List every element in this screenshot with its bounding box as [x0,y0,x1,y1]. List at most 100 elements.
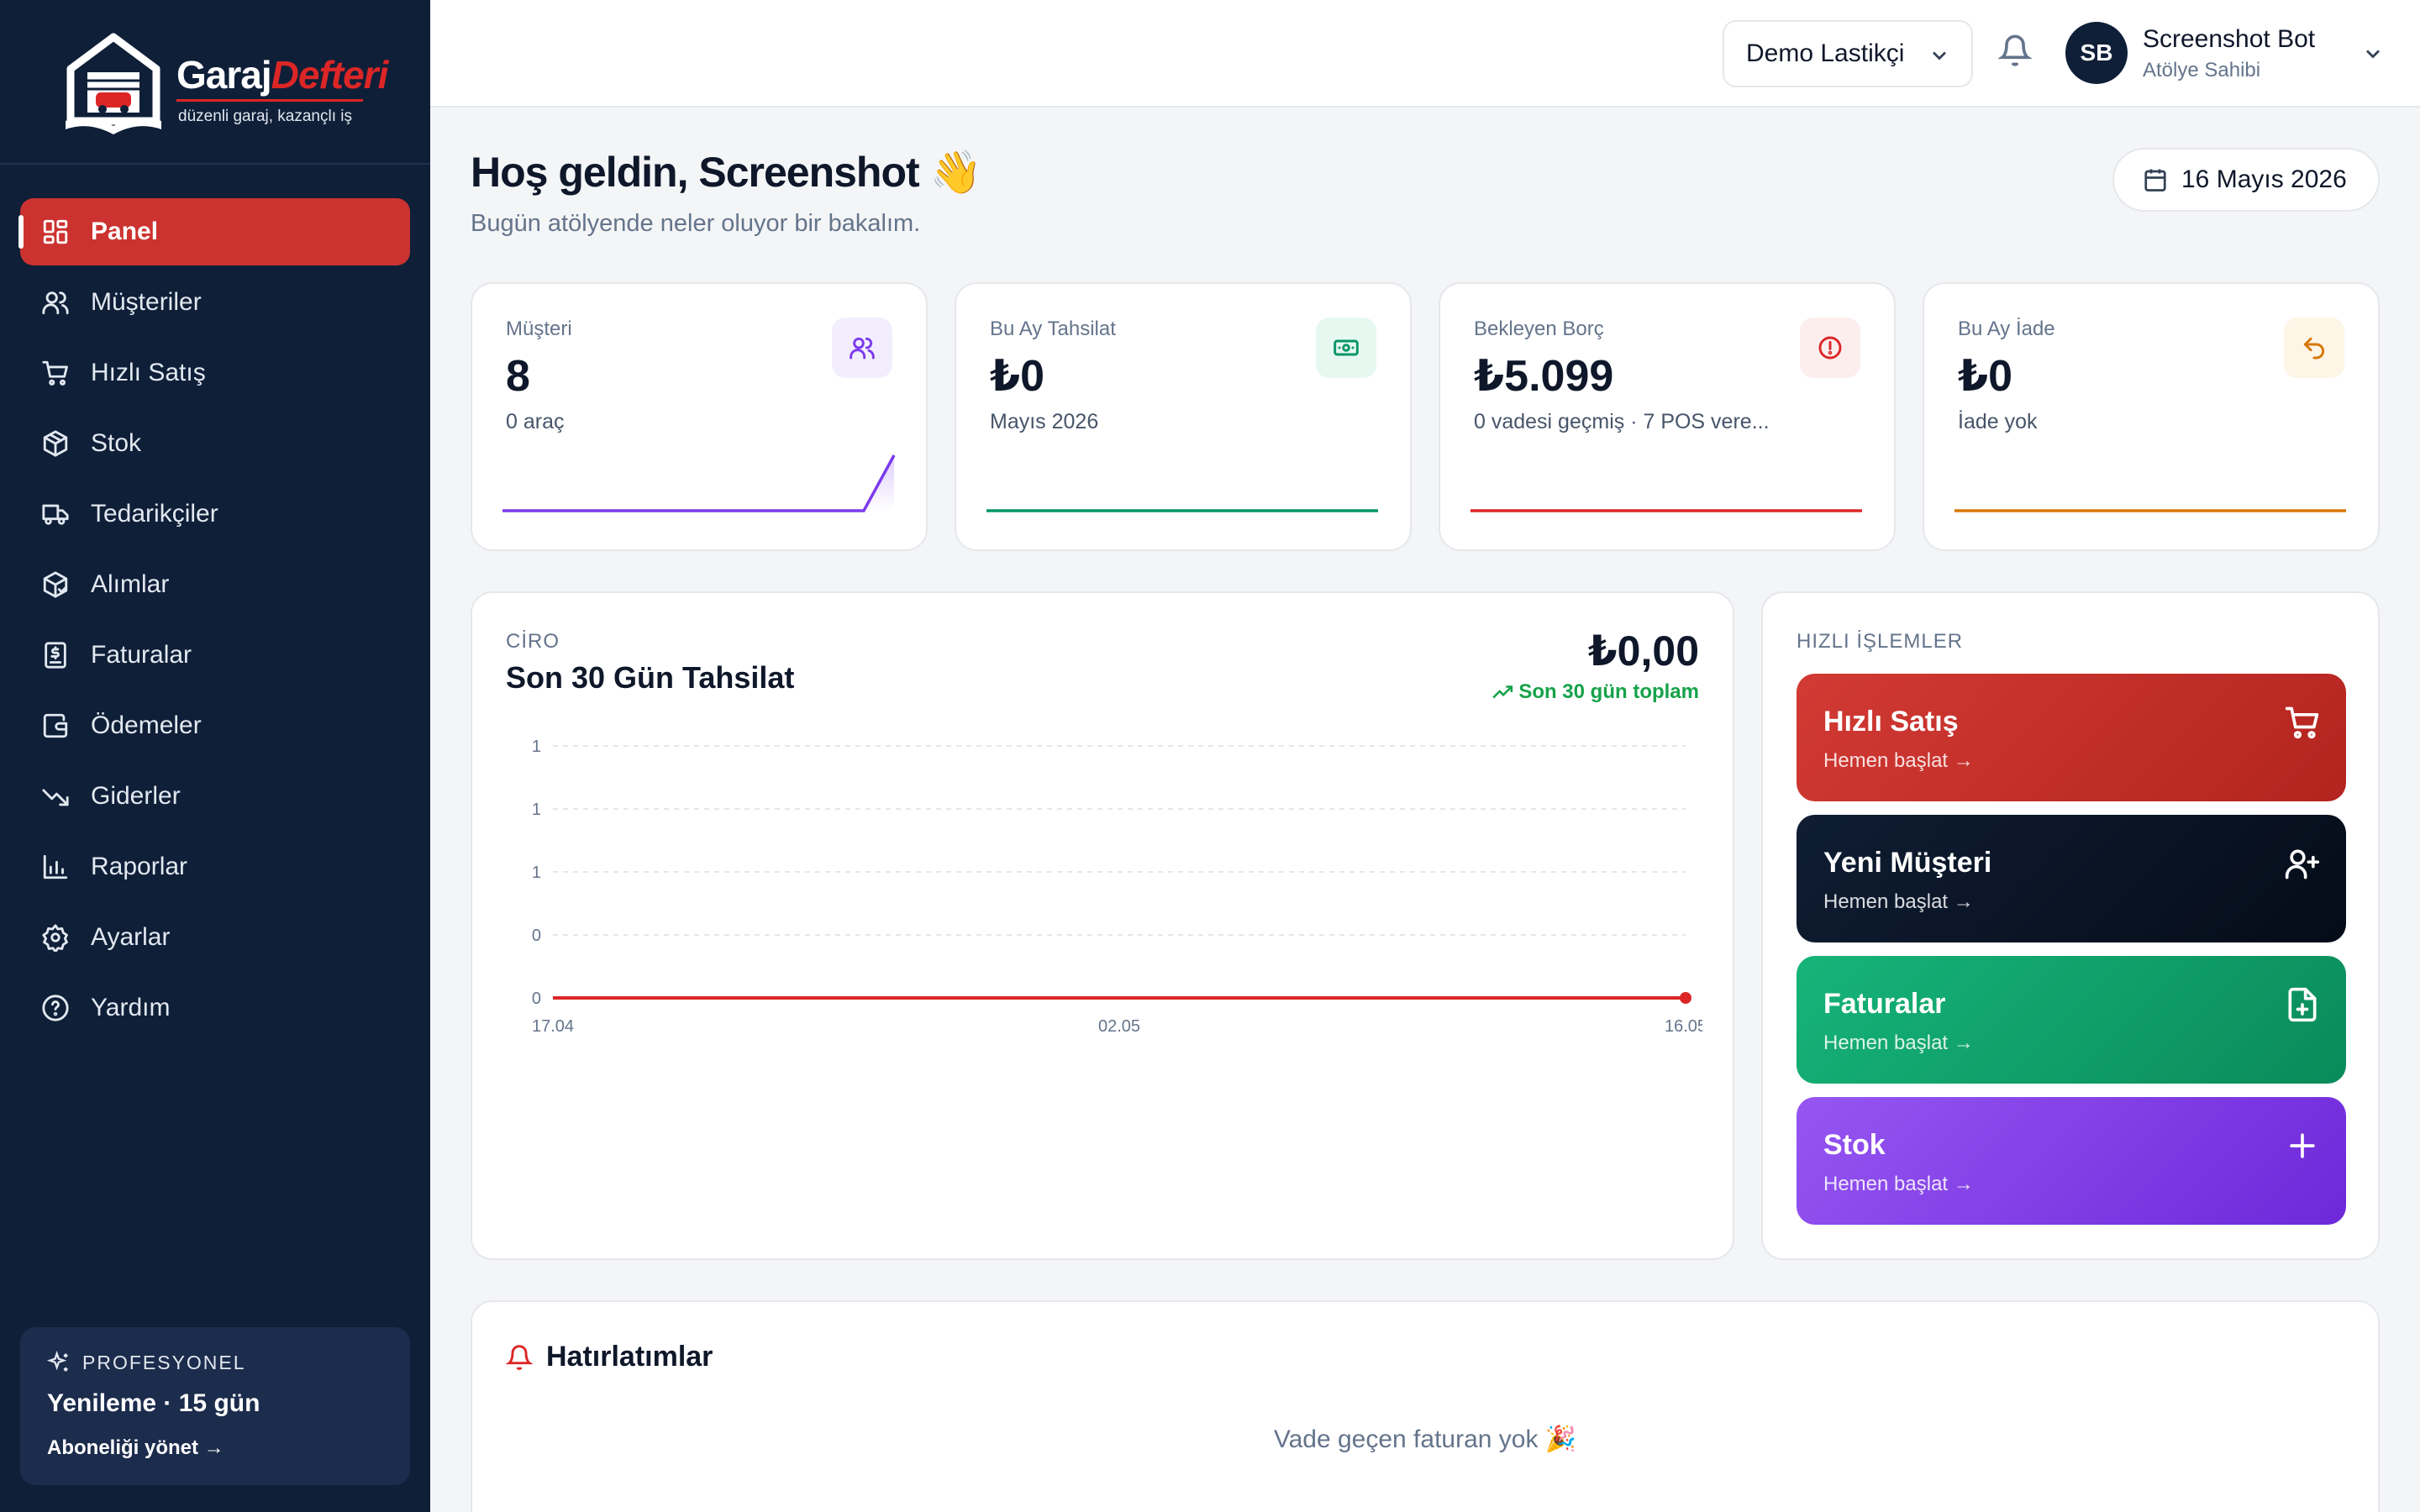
reminders-title: Hatırlatımlar [546,1341,713,1373]
sidebar-item-label: Faturalar [91,641,192,669]
sidebar-item-panel[interactable]: Panel [18,198,410,265]
sidebar-item-stok[interactable]: Stok [20,410,410,477]
quick-action-sub: Hemen başlat → [1823,890,1974,913]
chart-title: Son 30 Gün Tahsilat [506,660,795,695]
dashboard-icon [40,217,71,247]
quick-action-title: Faturalar [1823,988,1946,1020]
sidebar-item-faturalar[interactable]: Faturalar [20,622,410,689]
x-tick-label: 02.05 [1098,1017,1140,1036]
sidebar: GarajDefteri düzenli garaj, kazançlı iş … [0,0,430,1512]
quick-action-title: Stok [1823,1129,1886,1161]
y-tick-label: 0 [532,927,541,945]
page-title: Hoş geldin, Screenshot 👋 [471,149,982,196]
data-point [1680,992,1691,1004]
plan-tier-label: PROFESYONEL [82,1351,246,1373]
bell-icon [1996,34,2033,66]
sidebar-item-label: Raporlar [91,853,188,880]
stat-label: Bekleyen Borç [1474,318,1604,340]
stat-card-pending-debt[interactable]: Bekleyen Borç ₺5.099 0 vadesi geçmiş · 7… [1439,282,1896,551]
quick-action-yeni-musteri[interactable]: Yeni Müşteri Hemen başlat → [1797,815,2346,942]
user-plus-icon [2284,845,2321,882]
stat-sub: 0 vadesi geçmiş · 7 POS vere... [1474,410,1770,433]
sidebar-item-odemeler[interactable]: Ödemeler [20,692,410,759]
file-plus-icon [2284,986,2321,1023]
stat-card-collections[interactable]: Bu Ay Tahsilat ₺0 Mayıs 2026 [955,282,1412,551]
trending-down-icon [40,781,71,811]
revenue-line-chart: 1 1 1 0 0 17.04 02.05 16.05 [532,738,1702,1036]
x-tick-label: 16.05 [1665,1017,1702,1036]
notifications-button[interactable] [1996,34,2039,74]
quick-action-stok[interactable]: Stok Hemen başlat → [1797,1097,2346,1225]
plan-renewal: Yenileme · 15 gün [47,1389,260,1417]
quick-action-hizli-satis[interactable]: Hızlı Satış Hemen başlat → [1797,674,2346,801]
sparkline [986,509,1378,512]
sidebar-item-label: Stok [91,429,142,457]
manage-subscription-link[interactable]: Aboneliği yönet → [47,1436,224,1459]
quick-action-sub: Hemen başlat → [1823,749,1974,772]
sidebar-item-raporlar[interactable]: Raporlar [20,833,410,900]
chart-total: ₺0,00 [1587,627,1699,675]
sidebar-item-giderler[interactable]: Giderler [20,763,410,830]
sidebar-item-tedarikciler[interactable]: Tedarikçiler [20,480,410,548]
stat-value: ₺0 [1958,352,2013,401]
subscription-box: PROFESYONEL Yenileme · 15 gün Aboneliği … [20,1327,410,1485]
quick-action-sub: Hemen başlat → [1823,1032,1974,1054]
x-tick-label: 17.04 [532,1017,574,1036]
quick-action-title: Yeni Müşteri [1823,847,1992,879]
stat-card-customers[interactable]: Müşteri 8 0 araç [471,282,928,551]
date-picker[interactable]: 16 Mayıs 2026 [2112,148,2380,212]
y-tick-label: 1 [532,738,541,756]
topbar: Demo Lastikçi SB Screenshot Bot Atölye S… [430,0,2420,108]
sidebar-item-musteriler[interactable]: Müşteriler [20,269,410,336]
truck-icon [40,499,71,529]
sparkline [1470,509,1862,512]
sidebar-item-ayarlar[interactable]: Ayarlar [20,904,410,971]
user-menu-chevron-icon[interactable] [2361,42,2385,66]
wallet-icon [40,711,71,741]
quick-actions-label: HIZLI İŞLEMLER [1797,630,1964,653]
sidebar-item-label: Panel [91,218,159,245]
sidebar-item-alimlar[interactable]: Alımlar [20,551,410,618]
sidebar-item-label: Tedarikçiler [91,500,218,528]
undo-icon [2284,318,2344,378]
stat-label: Bu Ay İade [1958,318,2055,340]
quick-action-faturalar[interactable]: Faturalar Hemen başlat → [1797,956,2346,1084]
sidebar-item-label: Yardım [91,994,171,1021]
stat-value: 8 [506,352,530,401]
stat-sub: İade yok [1958,410,2038,433]
sparkline [502,454,896,512]
stat-sub: Mayıs 2026 [990,410,1099,433]
box-icon [40,428,71,459]
brand-name-part2: Defteri [271,53,389,97]
gear-icon [40,922,71,953]
alert-circle-icon [1800,318,1860,378]
stat-value: ₺5.099 [1474,352,1614,401]
avatar[interactable]: SB [2065,22,2128,84]
cart-icon [2284,704,2321,741]
page-subtitle: Bugün atölyende neler oluyor bir bakalım… [471,210,921,237]
quick-action-title: Hızlı Satış [1823,706,1959,738]
sidebar-item-label: Hızlı Satış [91,359,206,386]
banknote-icon [1316,318,1376,378]
stat-card-returns[interactable]: Bu Ay İade ₺0 İade yok [1923,282,2380,551]
stat-value: ₺0 [990,352,1045,401]
logo[interactable]: GarajDefteri düzenli garaj, kazançlı iş [0,0,430,165]
brand-name-part1: Garaj [176,53,272,97]
bell-icon [506,1344,533,1370]
sidebar-item-yardim[interactable]: Yardım [20,974,410,1042]
reminders-empty-state: Vade geçen faturan yok 🎉 [1273,1425,1577,1453]
user-name[interactable]: Screenshot Bot [2143,25,2316,53]
chart-eyebrow: CİRO [506,630,560,653]
user-role: Atölye Sahibi [2143,59,2261,81]
garage-logo-icon [66,33,161,134]
cart-icon [40,358,71,388]
quick-action-sub: Hemen başlat → [1823,1173,1974,1195]
sidebar-item-hizli-satis[interactable]: Hızlı Satış [20,339,410,407]
stat-label: Bu Ay Tahsilat [990,318,1116,340]
chart-total-sub: Son 30 gün toplam [1518,680,1699,703]
reminders-card: Hatırlatımlar Vade geçen faturan yok 🎉 [471,1300,2380,1512]
shop-select[interactable]: Demo Lastikçi [1723,20,1973,87]
sidebar-item-label: Müşteriler [91,288,202,316]
brand-tagline: düzenli garaj, kazançlı iş [178,108,352,125]
plus-icon [2284,1127,2321,1164]
